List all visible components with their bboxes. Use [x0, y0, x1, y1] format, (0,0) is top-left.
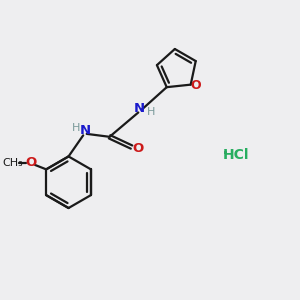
- Text: O: O: [191, 79, 201, 92]
- Text: CH₃: CH₃: [2, 158, 23, 168]
- Text: H: H: [146, 107, 155, 117]
- Text: HCl: HCl: [222, 148, 249, 162]
- Text: O: O: [25, 156, 37, 170]
- Text: O: O: [132, 142, 144, 155]
- Text: H: H: [72, 123, 80, 133]
- Text: N: N: [134, 102, 145, 115]
- Text: ·: ·: [222, 144, 229, 164]
- Text: N: N: [80, 124, 91, 137]
